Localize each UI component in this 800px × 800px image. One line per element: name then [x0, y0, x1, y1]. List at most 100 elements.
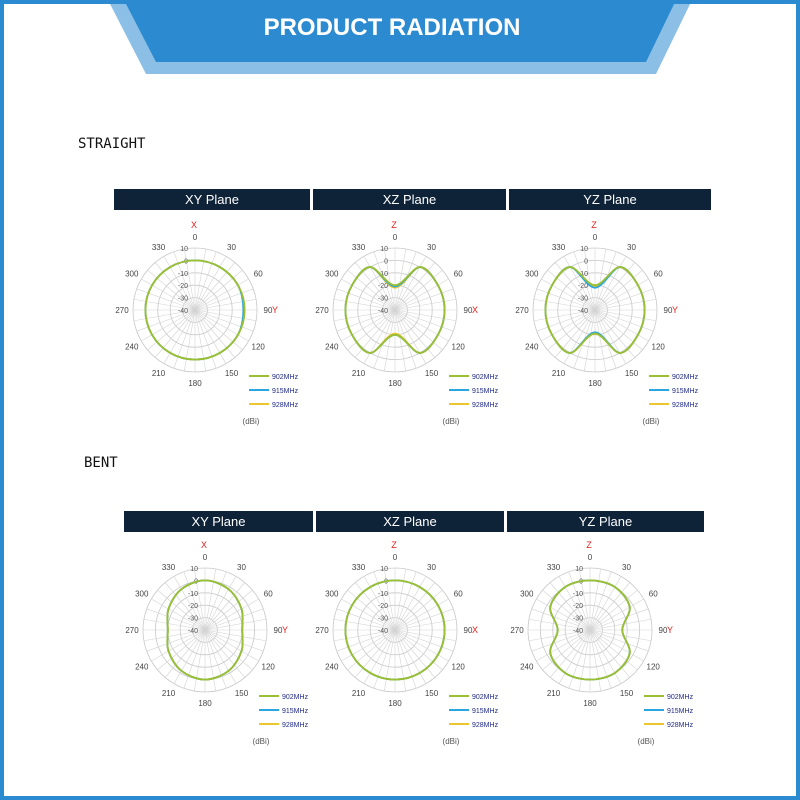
- angle-tick-label: 30: [622, 563, 631, 572]
- polar-spoke: [394, 309, 449, 342]
- polar-spoke: [394, 629, 407, 692]
- angle-tick-label: 30: [427, 563, 436, 572]
- polar-spoke: [163, 309, 196, 364]
- radial-tick-label: -30: [578, 296, 588, 303]
- polar-spoke: [589, 582, 631, 631]
- polar-spoke: [363, 576, 396, 631]
- angle-tick-label: 300: [325, 590, 339, 599]
- polar-spoke: [589, 629, 638, 671]
- polar-spoke: [394, 256, 427, 311]
- polar-spoke: [194, 256, 227, 311]
- polar-spoke: [204, 598, 259, 631]
- polar-spoke: [394, 288, 454, 311]
- angle-tick-label: 180: [188, 379, 202, 388]
- polar-spoke: [143, 618, 206, 631]
- angle-tick-label: 330: [352, 563, 366, 572]
- legend-label: 915MHz: [272, 388, 299, 395]
- polar-spoke: [594, 309, 657, 322]
- angle-tick-label: 60: [264, 590, 273, 599]
- polar-spoke: [542, 589, 591, 631]
- unit-label: (dBi): [638, 737, 655, 746]
- angle-tick-label: 120: [252, 343, 266, 352]
- angle-tick-label: 30: [627, 243, 636, 252]
- unit-label: (dBi): [443, 417, 460, 426]
- polar-spoke: [157, 629, 206, 671]
- angle-tick-label: 180: [388, 379, 402, 388]
- plane-header-straight-xy: XY Plane: [114, 189, 310, 210]
- polar-spoke: [136, 309, 196, 332]
- legend-label: 928MHz: [667, 722, 694, 729]
- polar-spoke: [394, 248, 407, 311]
- angle-tick-label: 210: [152, 369, 166, 378]
- angle-tick-label: 120: [652, 343, 666, 352]
- polar-spoke: [204, 568, 217, 631]
- polar-spoke: [151, 629, 206, 662]
- polar-spoke: [194, 251, 217, 311]
- angle-tick-label: 210: [352, 689, 366, 698]
- polar-spoke: [204, 576, 237, 631]
- polar-spoke: [194, 309, 254, 332]
- polar-spoke: [204, 589, 253, 631]
- radial-tick-label: -10: [378, 591, 388, 598]
- polar-spoke: [194, 309, 243, 351]
- polar-spoke: [183, 309, 196, 372]
- polar-spoke: [336, 629, 396, 652]
- radial-tick-label: 0: [384, 258, 388, 265]
- polar-spoke: [163, 256, 196, 311]
- angle-tick-label: 270: [115, 306, 129, 315]
- polar-spoke: [141, 309, 196, 342]
- angle-tick-label: 90: [264, 306, 273, 315]
- legend-label: 915MHz: [282, 708, 309, 715]
- angle-tick-label: 120: [262, 663, 276, 672]
- polar-spoke: [204, 582, 246, 631]
- polar-spoke: [589, 629, 612, 689]
- radial-tick-label: -10: [578, 271, 588, 278]
- polar-spoke: [394, 608, 454, 631]
- angle-tick-label: 300: [525, 270, 539, 279]
- polar-spoke: [194, 262, 236, 311]
- angle-tick-label: 90: [664, 306, 673, 315]
- angle-tick-label: 30: [227, 243, 236, 252]
- polar-spoke: [594, 256, 627, 311]
- series-line-902mhz: [344, 266, 446, 354]
- polar-spoke: [204, 618, 267, 631]
- polar-spoke: [589, 608, 649, 631]
- right-axis-label: Y: [282, 625, 288, 635]
- series-line-902mhz: [544, 266, 646, 354]
- top-axis-label: Z: [391, 220, 397, 230]
- polar-spoke: [536, 598, 591, 631]
- polar-spoke: [578, 629, 591, 692]
- polar-spoke: [394, 568, 407, 631]
- angle-tick-label: 300: [325, 270, 339, 279]
- polar-spoke: [589, 629, 631, 678]
- polar-spoke: [533, 298, 596, 311]
- legend-label: 928MHz: [472, 402, 499, 409]
- unit-label: (dBi): [253, 737, 270, 746]
- angle-tick-label: 150: [625, 369, 639, 378]
- legend-label: 902MHz: [272, 374, 299, 381]
- angle-tick-label: 150: [425, 369, 439, 378]
- polar-spoke: [589, 576, 622, 631]
- polar-spoke: [394, 309, 457, 322]
- polar-spoke: [589, 629, 652, 642]
- polar-spoke: [204, 629, 237, 684]
- polar-spoke: [194, 309, 236, 358]
- polar-spoke: [547, 269, 596, 311]
- legend-label: 915MHz: [667, 708, 694, 715]
- radial-tick-label: -20: [578, 283, 588, 290]
- polar-spoke: [542, 629, 591, 671]
- polar-spoke: [563, 309, 596, 364]
- angle-tick-label: 240: [325, 343, 339, 352]
- polar-spoke: [373, 629, 396, 689]
- radial-tick-label: -30: [188, 616, 198, 623]
- angle-tick-label: 60: [654, 270, 663, 279]
- polar-spoke: [204, 629, 227, 689]
- angle-tick-label: 0: [393, 233, 398, 242]
- angle-tick-label: 120: [647, 663, 661, 672]
- polar-spoke: [594, 298, 657, 311]
- polar-spoke: [173, 576, 206, 631]
- unit-label: (dBi): [243, 417, 260, 426]
- polar-spoke: [394, 278, 449, 311]
- legend-label: 928MHz: [672, 402, 699, 409]
